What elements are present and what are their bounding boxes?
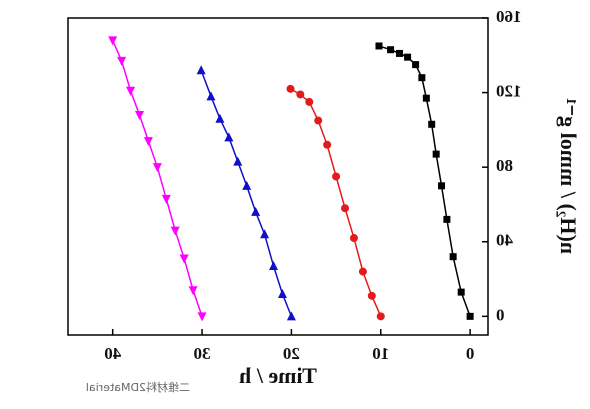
point xyxy=(358,267,367,276)
x-tick-label: 40 xyxy=(104,344,121,363)
point xyxy=(152,163,162,173)
point xyxy=(332,172,341,181)
series-line xyxy=(200,69,293,317)
x-axis-title: Time / h xyxy=(239,363,317,388)
point xyxy=(375,42,383,50)
point xyxy=(161,194,171,204)
point xyxy=(179,254,189,264)
point xyxy=(443,215,451,223)
point xyxy=(349,234,358,243)
point xyxy=(170,226,180,236)
point xyxy=(314,116,323,125)
point xyxy=(134,110,144,120)
y-tick-label: 80 xyxy=(496,156,513,175)
plot-frame xyxy=(67,17,489,336)
point xyxy=(108,36,118,46)
point xyxy=(438,182,446,190)
point xyxy=(188,286,198,296)
point xyxy=(269,261,279,271)
series-line xyxy=(378,45,471,317)
point xyxy=(323,140,332,149)
point xyxy=(466,312,474,320)
point xyxy=(126,86,136,96)
y-tick-label: 120 xyxy=(496,81,522,100)
point xyxy=(117,56,127,66)
point xyxy=(224,132,234,142)
series-line xyxy=(111,40,203,317)
point xyxy=(449,253,457,261)
point xyxy=(428,120,436,128)
point xyxy=(387,46,395,54)
series-line xyxy=(290,88,382,317)
point xyxy=(196,65,206,75)
x-tick-label: 0 xyxy=(466,344,475,363)
point xyxy=(418,74,426,82)
point xyxy=(404,53,412,61)
point xyxy=(233,156,243,166)
point xyxy=(286,311,296,321)
x-tick-label: 20 xyxy=(283,344,300,363)
watermark: 二维材料2DMaterial xyxy=(86,380,190,394)
point xyxy=(305,97,314,106)
point xyxy=(422,94,430,102)
point xyxy=(296,90,305,99)
point xyxy=(286,84,295,93)
point xyxy=(412,61,420,69)
point xyxy=(206,91,216,101)
point xyxy=(367,291,376,300)
point xyxy=(143,137,153,147)
x-tick-label: 10 xyxy=(372,344,389,363)
point xyxy=(432,150,440,158)
y-axis-title: n(H₂) / mmol g⁻¹ xyxy=(556,98,581,254)
point xyxy=(277,288,287,298)
point xyxy=(197,312,207,322)
x-tick-label: 30 xyxy=(194,344,211,363)
y-tick-label: 40 xyxy=(496,231,513,250)
point xyxy=(215,113,225,123)
point xyxy=(341,204,350,213)
y-tick-label: 160 xyxy=(496,7,522,26)
point xyxy=(457,288,465,296)
y-tick-label: 0 xyxy=(496,305,505,324)
point xyxy=(376,312,385,321)
point xyxy=(251,206,261,216)
point xyxy=(260,229,270,239)
point xyxy=(396,49,404,57)
point xyxy=(242,180,252,190)
